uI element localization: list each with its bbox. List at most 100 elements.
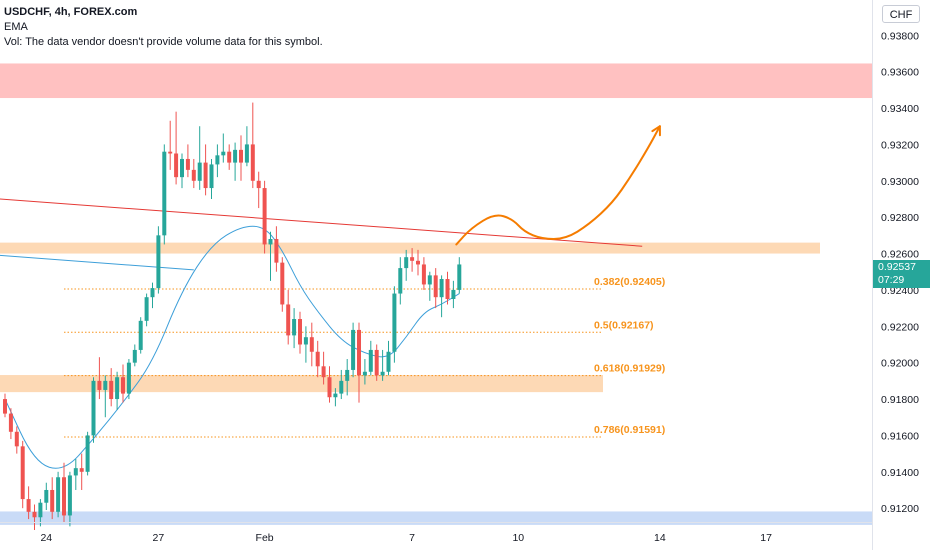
fibonacci-levels: 0.382(0.92405) 0.5(0.92167) 0.618(0.91929)… — [64, 276, 665, 438]
candle — [433, 268, 438, 309]
candle — [421, 257, 426, 290]
candle-body — [191, 169, 196, 181]
candle — [85, 431, 90, 476]
candle-body — [416, 260, 420, 265]
candle — [185, 144, 190, 178]
candle — [215, 144, 220, 178]
candle-body — [174, 153, 179, 178]
candle-body — [32, 511, 37, 518]
candle-body — [315, 351, 320, 367]
price-tick-label: 0.93400 — [881, 103, 919, 115]
candle-body — [180, 158, 184, 178]
trendlines — [0, 198, 643, 271]
candle — [121, 364, 125, 403]
zone-support-orange — [0, 375, 603, 393]
candle-body — [132, 349, 137, 363]
candle — [439, 275, 444, 318]
candle — [386, 340, 391, 376]
candle — [44, 482, 49, 510]
time-tick-label: 7 — [409, 532, 415, 544]
candle-body — [20, 446, 25, 500]
candle — [132, 344, 137, 367]
candle-body — [38, 502, 43, 518]
price-tick-label: 0.91600 — [881, 430, 919, 442]
candle — [286, 289, 291, 345]
symbol-title: USDCHF, 4h, FOREX.com — [4, 6, 138, 18]
price-tick-label: 0.92200 — [881, 321, 919, 333]
candle-body — [168, 151, 173, 154]
candle-body — [333, 393, 338, 398]
fib-label-0.618: 0.618(0.91929) — [594, 363, 665, 375]
candle-body — [103, 380, 108, 390]
candle — [227, 144, 232, 170]
price-tick-label: 0.92600 — [881, 249, 919, 261]
price-axis[interactable]: 0.93800 0.93600 0.93400 0.93200 0.93000 0.928… — [872, 0, 920, 550]
candle — [298, 311, 302, 354]
candle-body — [126, 362, 131, 394]
candle-body — [439, 279, 444, 298]
candle — [203, 144, 208, 196]
candle-body — [256, 180, 261, 189]
ema-line — [4, 225, 460, 469]
candle — [115, 371, 120, 410]
candle-body — [451, 289, 456, 300]
candle-body — [203, 162, 208, 189]
candle — [67, 471, 72, 527]
candle-body — [268, 238, 273, 245]
candle — [79, 453, 84, 490]
candle-body — [239, 149, 243, 163]
candle — [292, 308, 297, 349]
price-tick-label: 0.93200 — [881, 139, 919, 151]
candle — [174, 111, 179, 185]
candle-body — [185, 158, 190, 170]
candle-body — [138, 320, 143, 350]
candle — [357, 322, 361, 403]
candle — [274, 226, 279, 272]
candle — [56, 471, 61, 518]
candle-body — [209, 164, 214, 189]
price-tick-label: 0.93600 — [881, 67, 919, 79]
candle-body — [97, 380, 102, 390]
candle-body — [398, 268, 403, 294]
candle — [97, 357, 102, 400]
zone-support-blue — [0, 511, 872, 525]
candle — [168, 120, 173, 170]
ema-layer — [4, 225, 460, 469]
candle-body — [392, 293, 397, 352]
red-trendline — [0, 198, 643, 247]
currency-button[interactable]: CHF — [882, 5, 920, 23]
candle-body — [3, 399, 7, 414]
candle-body — [433, 275, 438, 298]
candle-body — [115, 377, 120, 400]
candle — [162, 144, 167, 245]
arrow-head — [651, 125, 661, 137]
time-tick-label: 14 — [654, 532, 666, 544]
time-tick-label: Feb — [256, 532, 274, 544]
candle-body — [67, 475, 72, 516]
candle — [197, 126, 202, 190]
candle — [362, 359, 367, 385]
time-axis[interactable]: 24 27 Feb 7 10 14 17 — [0, 522, 872, 545]
candle — [416, 249, 420, 276]
blue-line — [0, 254, 194, 271]
candle-body — [150, 288, 155, 298]
candle — [32, 504, 37, 530]
candle-body — [351, 329, 356, 370]
candle-body — [91, 380, 96, 436]
candle-body — [321, 366, 326, 378]
candle-body — [445, 279, 450, 300]
candle — [138, 317, 143, 354]
candle — [398, 257, 403, 305]
candle-body — [457, 264, 462, 290]
candle — [427, 271, 432, 301]
candle — [309, 322, 314, 367]
candle-body — [197, 162, 202, 181]
ema-legend[interactable]: EMA — [4, 21, 28, 33]
candle — [144, 293, 149, 327]
fib-label-0.786: 0.786(0.91591) — [594, 424, 665, 436]
candle — [321, 351, 326, 385]
candle — [380, 349, 385, 381]
candle — [62, 462, 66, 523]
candle — [126, 359, 131, 400]
